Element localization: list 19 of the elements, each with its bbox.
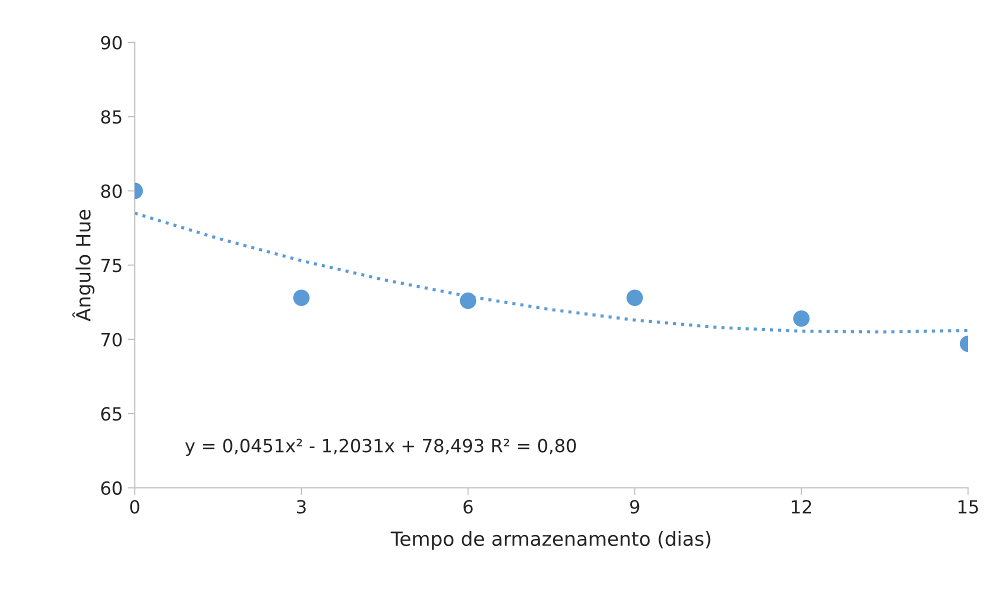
x-tick-label: 6 [464, 500, 473, 514]
annotation: y = 0,0451x² - 1,2031x + 78,493 R² = 0,80 [185, 438, 576, 456]
y-axis-title: Ângulo Hue [72, 210, 94, 322]
x-axis-title: Tempo de armazenamento (dias) [390, 531, 710, 550]
y-tick-label: 75 [101, 258, 122, 272]
x-tick-label: 12 [792, 500, 812, 514]
y-tick-label: 85 [101, 110, 122, 124]
y-tick-label: 80 [101, 184, 122, 198]
point [460, 292, 476, 309]
point [626, 290, 643, 306]
x-tick-label: 3 [297, 500, 306, 514]
x-tick-label: 0 [130, 500, 140, 514]
y-tick-label: 90 [101, 36, 122, 50]
y-tick-label: 65 [101, 407, 122, 421]
y-tick-label: 60 [101, 481, 122, 495]
line-series [134, 212, 968, 334]
y-tick-label: 70 [101, 332, 122, 346]
x-tick-label: 9 [630, 500, 640, 514]
x-tick-label: 15 [958, 500, 978, 514]
